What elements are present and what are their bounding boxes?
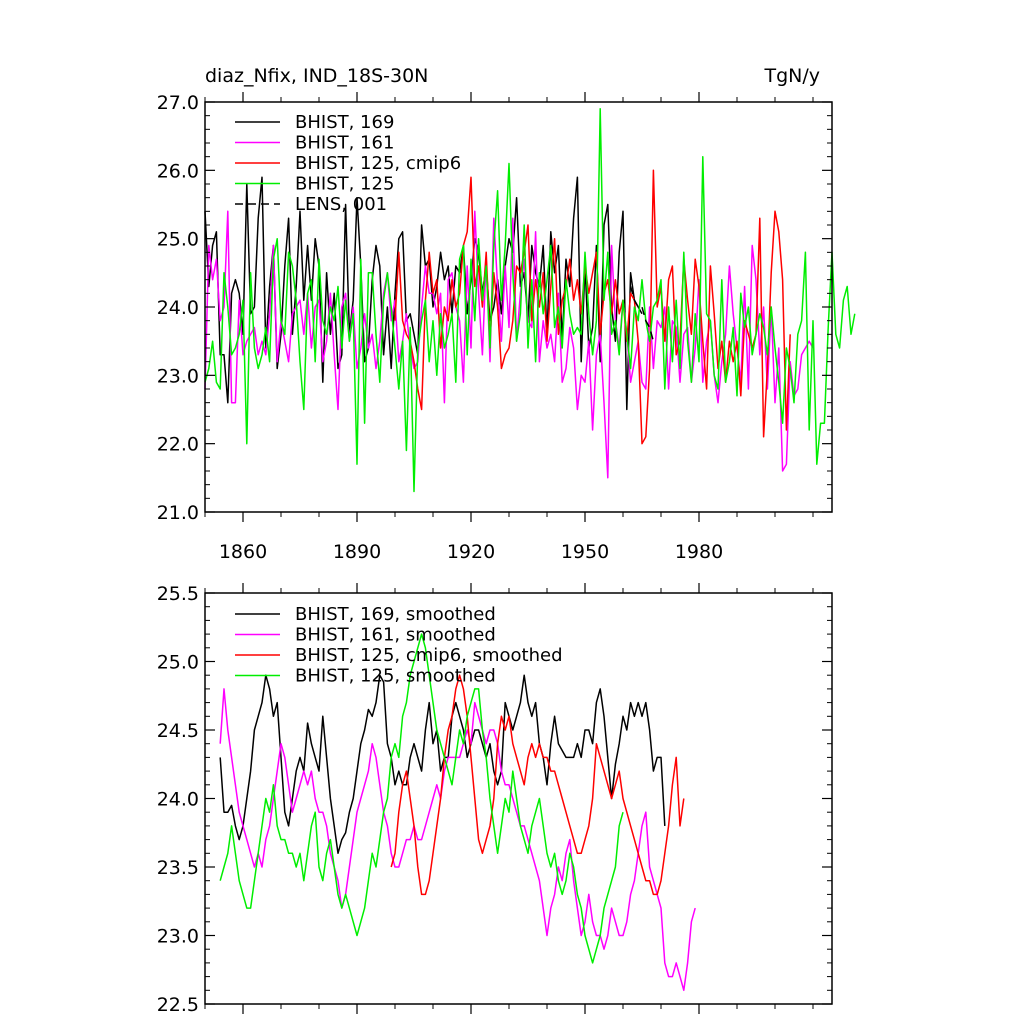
legend-label: BHIST, 169, smoothed [295, 604, 496, 625]
x-tick-label: 1860 [219, 541, 267, 563]
y-tick-label: 25.0 [157, 229, 199, 251]
y-tick-label: 24.0 [157, 789, 199, 811]
y-tick-label: 27.0 [157, 92, 199, 114]
y-tick-label: 22.0 [157, 434, 199, 456]
y-tick-label: 23.0 [157, 926, 199, 948]
y-tick-label: 25.5 [157, 583, 199, 605]
legend-label: LENS, 001 [295, 194, 387, 215]
series-line-3 [204, 108, 856, 493]
x-tick-label: 1920 [447, 541, 495, 563]
y-tick-label: 23.5 [157, 857, 199, 879]
y-tick-label: 23.0 [157, 365, 199, 387]
y-tick-label: 26.0 [157, 160, 199, 182]
legend-label: BHIST, 161 [295, 133, 394, 154]
y-tick-label: 21.0 [157, 502, 199, 524]
series-line-0 [219, 674, 666, 855]
top-panel: 21.0 22.0 23.0 24.0 25.0 26.0 27.0 1860 1890 1920… [157, 92, 856, 563]
x-tick-label: 1980 [675, 541, 723, 563]
legend-label: BHIST, 169 [295, 112, 394, 133]
legend-label: BHIST, 125, cmip6, smoothed [295, 645, 563, 666]
y-tick-label: 22.5 [157, 994, 199, 1016]
series-line-4 [629, 286, 655, 342]
legend-label: BHIST, 125 [295, 174, 394, 195]
series-line-2 [390, 674, 685, 896]
x-tick-label: 1950 [561, 541, 609, 563]
legend-label: BHIST, 161, smoothed [295, 625, 496, 646]
x-tick-label: 1890 [333, 541, 381, 563]
series-line-1 [219, 688, 696, 992]
series-line-2 [394, 169, 791, 445]
bottom-panel: 22.5 23.0 23.5 24.0 24.5 25.0 25.5 BHIST, 169, … [157, 583, 833, 1016]
chart-title: diaz_Nfix, IND_18S-30N [205, 65, 428, 87]
legend-label: BHIST, 125, cmip6 [295, 153, 461, 174]
series-line-0 [204, 176, 643, 411]
series-line-3 [219, 633, 624, 964]
legend-label: BHIST, 125, smoothed [295, 666, 496, 687]
y-tick-label: 24.5 [157, 720, 199, 742]
y-tick-label: 25.0 [157, 652, 199, 674]
y-tick-label: 24.0 [157, 297, 199, 319]
chart-units: TgN/y [763, 65, 820, 87]
